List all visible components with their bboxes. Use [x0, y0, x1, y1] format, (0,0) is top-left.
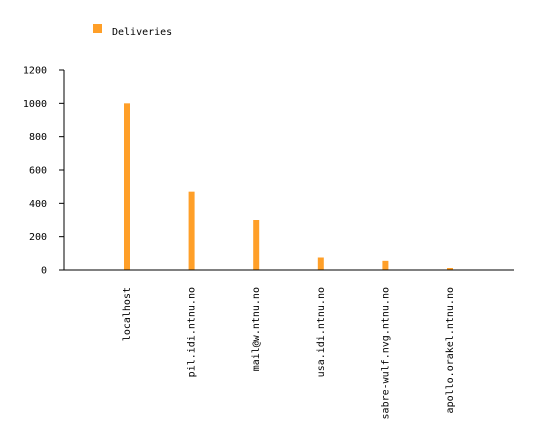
- x-tick-label: localhost: [122, 287, 133, 341]
- y-tick-label: 1200: [23, 66, 47, 77]
- legend-swatch: [93, 24, 102, 33]
- x-tick-label: mail@w.ntnu.no: [251, 287, 262, 371]
- legend-label: Deliveries: [112, 27, 172, 38]
- legend: Deliveries: [93, 24, 172, 38]
- x-tick-label: sabre-wulf.nvg.ntnu.no: [380, 287, 391, 419]
- bars: [124, 103, 453, 270]
- x-axis-labels: localhost pil.idi.ntnu.no mail@w.ntnu.no us…: [122, 287, 456, 419]
- x-tick-label: pil.idi.ntnu.no: [187, 287, 198, 377]
- y-tick-label: 200: [29, 232, 47, 243]
- bar: [253, 220, 260, 270]
- bar: [317, 257, 324, 270]
- bar: [382, 260, 389, 270]
- bar: [188, 191, 195, 270]
- y-tick-label: 1000: [23, 99, 47, 110]
- bar: [124, 103, 130, 270]
- y-tick-label: 0: [41, 266, 47, 277]
- y-tick-label: 400: [29, 199, 47, 210]
- x-tick-label: apollo.orakel.ntnu.no: [445, 287, 456, 413]
- y-tick-label: 600: [29, 166, 47, 177]
- bar: [447, 268, 453, 270]
- axes: [63, 70, 514, 271]
- x-tick-label: usa.idi.ntnu.no: [316, 287, 327, 377]
- y-tick-label: 800: [29, 132, 47, 143]
- y-axis-ticks: 0 200 400 600 800 1000 1200: [23, 66, 64, 277]
